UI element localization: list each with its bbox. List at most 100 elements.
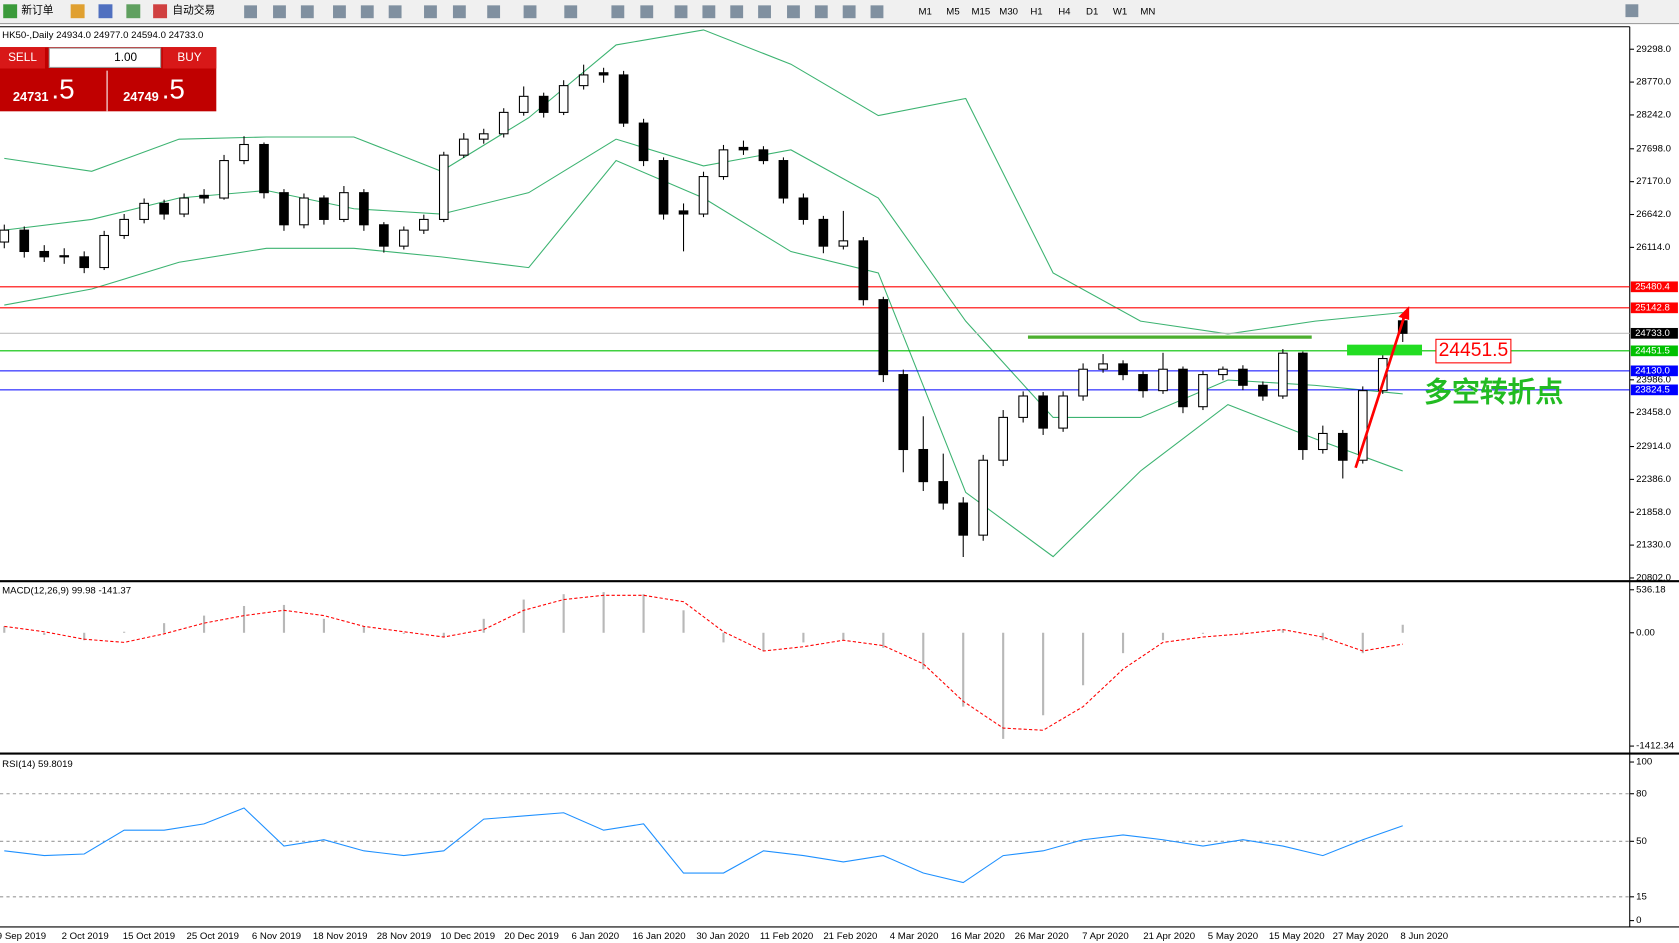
price-tag-label: 23824.5 xyxy=(1635,384,1670,395)
candle-body xyxy=(698,176,709,215)
sell-price-fraction[interactable]: .5 xyxy=(51,73,74,104)
candle-body xyxy=(798,197,809,220)
candle-body xyxy=(778,160,789,199)
timeframe-button[interactable]: M5 xyxy=(946,6,959,17)
x-tick-label: 11 Feb 2020 xyxy=(760,931,813,942)
candle-body xyxy=(978,459,989,536)
search-icon[interactable] xyxy=(1625,4,1639,18)
note-annotation: 多空转折点 xyxy=(1424,376,1563,407)
buy-button[interactable] xyxy=(162,47,217,69)
timeframe-button[interactable]: M1 xyxy=(918,6,931,17)
tool-icon[interactable] xyxy=(360,5,374,19)
candle-body xyxy=(279,192,289,226)
timeframe-button[interactable]: M15 xyxy=(971,6,990,17)
auto-trading-button[interactable]: 自动交易 xyxy=(172,4,215,17)
toolbar xyxy=(0,0,1679,24)
buy-label[interactable]: BUY xyxy=(177,51,201,64)
price-tag-label: 25480.4 xyxy=(1635,281,1670,292)
candle-body xyxy=(758,149,769,162)
sell-price[interactable]: 24731 xyxy=(13,89,49,104)
chart-title: HK50-,Daily 24934.0 24977.0 24594.0 2473… xyxy=(2,30,203,41)
candle-body xyxy=(658,160,669,215)
volume-input[interactable] xyxy=(48,47,162,68)
auto-trading-icon[interactable] xyxy=(153,4,168,19)
candle-body xyxy=(219,160,229,199)
timeframe-button[interactable]: D1 xyxy=(1086,6,1098,17)
sell-button[interactable] xyxy=(0,47,45,69)
x-tick-label: 4 Mar 2020 xyxy=(890,931,939,942)
timeframe-button[interactable]: M30 xyxy=(999,6,1018,17)
tool-icon[interactable] xyxy=(611,5,625,19)
candle-body xyxy=(199,194,209,199)
price-tag xyxy=(1630,327,1678,339)
candle-body xyxy=(339,192,349,220)
candle-body xyxy=(1258,384,1268,397)
tool-icon[interactable] xyxy=(98,4,113,19)
candle-body xyxy=(239,143,249,162)
buy-price[interactable]: 24749 xyxy=(123,89,159,104)
candle-body xyxy=(399,229,409,247)
tool-icon[interactable] xyxy=(452,5,466,19)
candle-body xyxy=(618,74,629,124)
new-order-button[interactable]: 新订单 xyxy=(21,4,53,17)
candle-body xyxy=(1318,432,1328,451)
x-tick-label: 20 Dec 2019 xyxy=(504,931,559,942)
y-tick-label: 21330.0 xyxy=(1636,540,1671,551)
candle-body xyxy=(958,502,969,536)
candle-body xyxy=(1018,395,1028,418)
timeframe-button[interactable]: MN xyxy=(1140,6,1155,17)
timeframe-button[interactable]: H1 xyxy=(1030,6,1042,17)
new-order-icon[interactable] xyxy=(3,4,18,19)
indicator-line xyxy=(4,807,1403,884)
candle-body xyxy=(998,416,1008,461)
x-tick-label: 6 Jan 2020 xyxy=(571,931,619,942)
indicator-line xyxy=(4,159,1403,558)
x-tick-label: 2 Oct 2019 xyxy=(62,931,109,942)
y-tick-label: 50 xyxy=(1636,836,1647,847)
tool-icon[interactable] xyxy=(126,4,141,19)
y-tick-label: 0 xyxy=(1636,915,1641,926)
indicator-line xyxy=(4,138,1403,418)
x-tick-label: 25 Oct 2019 xyxy=(186,931,238,942)
candle-body xyxy=(1178,368,1188,408)
tool-icon[interactable] xyxy=(702,5,716,19)
tool-icon[interactable] xyxy=(758,5,771,19)
tool-icon[interactable] xyxy=(273,5,286,19)
x-tick-label: 5 May 2020 xyxy=(1208,931,1258,942)
buy-price-fraction[interactable]: .5 xyxy=(162,73,185,104)
tool-icon[interactable] xyxy=(730,5,744,19)
price-tag-label: 24130.0 xyxy=(1635,365,1670,376)
y-tick-label: 27170.0 xyxy=(1636,176,1671,187)
tool-icon[interactable] xyxy=(388,5,402,19)
timeframe-button[interactable]: W1 xyxy=(1113,6,1127,17)
tool-icon[interactable] xyxy=(300,5,314,19)
tool-icon[interactable] xyxy=(870,5,884,19)
candle-body xyxy=(1238,368,1248,386)
tool-icon[interactable] xyxy=(70,4,85,19)
indicator-line xyxy=(4,29,1403,335)
x-tick-label: 26 Mar 2020 xyxy=(1015,931,1069,942)
timeframe-button[interactable]: H4 xyxy=(1058,6,1071,17)
tool-icon[interactable] xyxy=(523,5,537,19)
volume-value[interactable]: 1.00 xyxy=(114,51,137,64)
tool-icon[interactable] xyxy=(674,5,688,19)
tool-icon[interactable] xyxy=(814,5,828,19)
tool-icon[interactable] xyxy=(333,5,346,19)
tool-icon[interactable] xyxy=(244,5,257,19)
x-tick-label: 10 Dec 2019 xyxy=(440,931,495,942)
tool-icon[interactable] xyxy=(564,5,578,19)
y-tick-label: 26642.0 xyxy=(1636,209,1671,220)
tool-icon[interactable] xyxy=(787,5,800,19)
price-tag-label: 24451.5 xyxy=(1635,345,1670,356)
y-tick-label: -1412.34 xyxy=(1636,741,1675,752)
tool-icon[interactable] xyxy=(640,5,654,19)
candle-body xyxy=(918,448,929,483)
tool-icon[interactable] xyxy=(424,5,437,19)
plot: 29298.0 28770.0 28242.0 27698.0 27170.0 26642… xyxy=(0,29,1678,942)
tool-icon[interactable] xyxy=(842,5,856,19)
tool-icon[interactable] xyxy=(487,5,501,19)
price-tag xyxy=(1630,281,1678,293)
x-tick-label: 18 Nov 2019 xyxy=(313,931,368,942)
sell-label[interactable]: SELL xyxy=(8,51,37,64)
